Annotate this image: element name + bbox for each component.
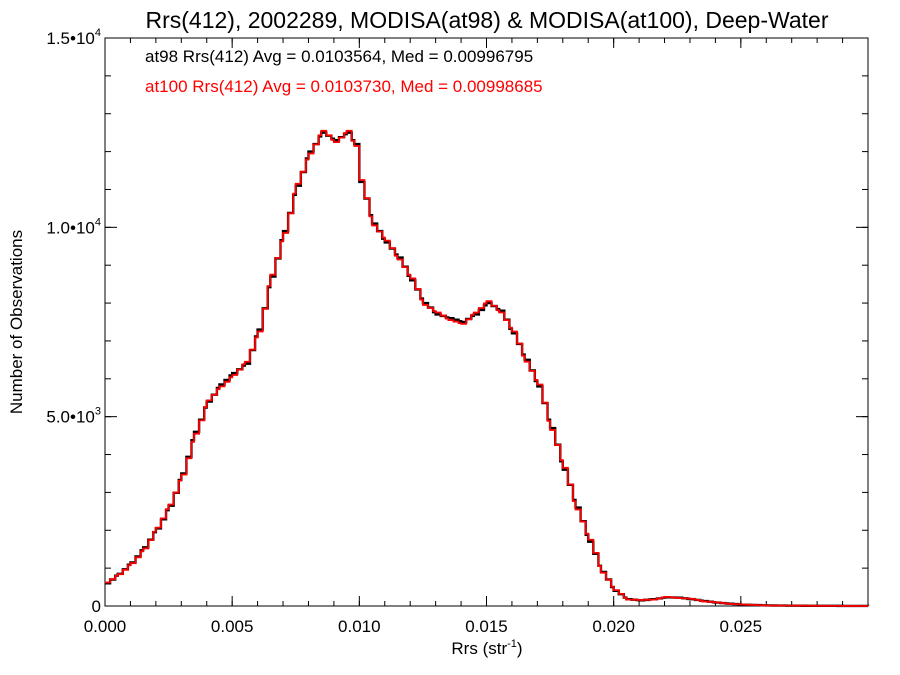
annotation-at98: at98 Rrs(412) Avg = 0.0103564, Med = 0.0… bbox=[145, 47, 533, 66]
x-axis-label-close: ) bbox=[517, 639, 523, 658]
x-tick-label: 0.005 bbox=[211, 617, 254, 636]
plot-frame bbox=[104, 37, 869, 607]
series-at100-line bbox=[105, 129, 869, 607]
y-tick-label: 0 bbox=[92, 597, 101, 616]
annotation-at100: at100 Rrs(412) Avg = 0.0103730, Med = 0.… bbox=[145, 77, 543, 96]
x-axis-label-text: Rrs (str bbox=[451, 639, 507, 658]
y-tick-label: 1.0•104 bbox=[46, 216, 101, 237]
series-at98-line bbox=[105, 131, 870, 608]
x-axis-label: Rrs (str-1) bbox=[451, 638, 522, 658]
series-layer bbox=[105, 129, 870, 608]
y-tick-label: 1.5•104 bbox=[46, 27, 101, 48]
x-tick-label: 0.010 bbox=[338, 617, 381, 636]
y-axis-label: Number of Observations bbox=[7, 230, 26, 414]
x-tick-label: 0.020 bbox=[592, 617, 635, 636]
x-tick-label: 0.025 bbox=[720, 617, 763, 636]
chart-title: Rrs(412), 2002289, MODISA(at98) & MODISA… bbox=[145, 7, 828, 33]
x-tick-label: 0.000 bbox=[84, 617, 127, 636]
x-tick-label: 0.015 bbox=[465, 617, 508, 636]
y-axis: 0 5.0•103 1.0•104 1.5•104 bbox=[46, 27, 868, 616]
x-axis: 0.000 0.005 0.010 0.015 0.020 0.025 bbox=[84, 38, 869, 636]
y-tick-label: 5.0•103 bbox=[46, 406, 101, 427]
x-axis-label-exponent: -1 bbox=[507, 638, 517, 650]
